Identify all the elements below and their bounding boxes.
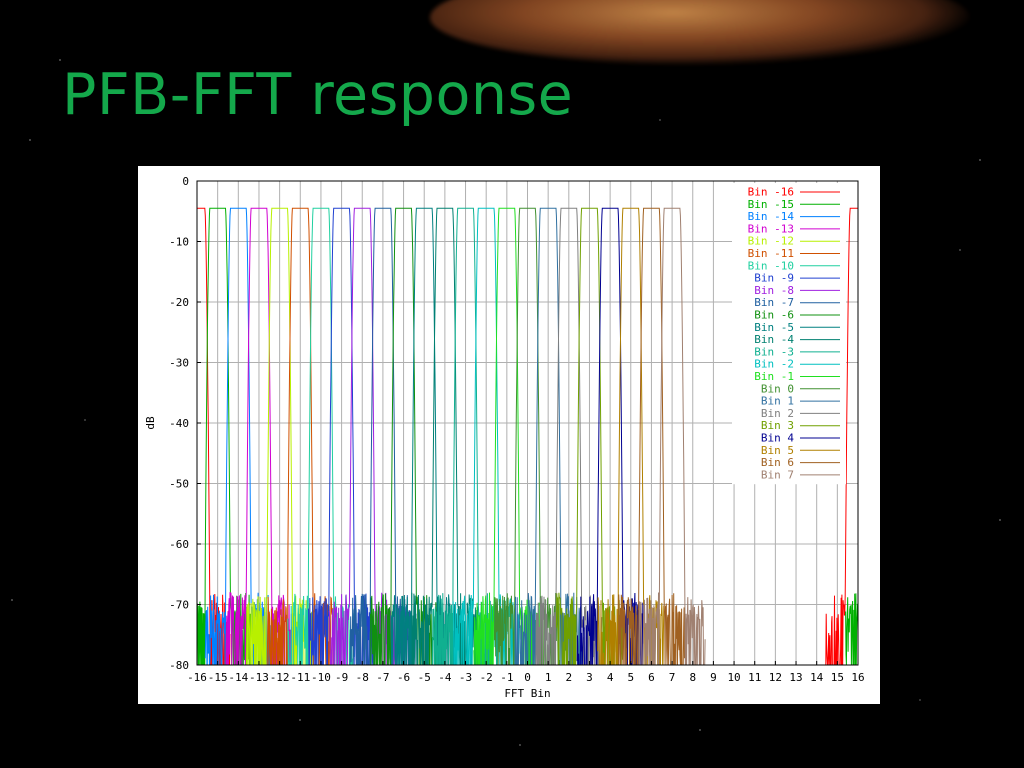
series-line — [845, 593, 858, 665]
legend-label: Bin 3 — [761, 419, 794, 432]
series-line — [638, 207, 706, 665]
y-tick-label: -60 — [169, 538, 189, 551]
y-tick-label: -30 — [169, 357, 189, 370]
y-tick-label: -70 — [169, 599, 189, 612]
series-line — [493, 207, 562, 665]
legend-label: Bin -5 — [754, 321, 794, 334]
legend-label: Bin -10 — [748, 259, 794, 272]
legend-label: Bin 2 — [761, 407, 794, 420]
legend-label: Bin -3 — [754, 345, 794, 358]
legend-label: Bin 1 — [761, 395, 794, 408]
x-axis-label: FFT Bin — [504, 687, 550, 700]
y-tick-label: 0 — [182, 175, 189, 188]
x-tick-label: -13 — [249, 671, 269, 684]
legend-label: Bin -9 — [754, 272, 794, 285]
y-axis-label: dB — [144, 416, 157, 430]
legend-label: Bin -1 — [754, 370, 794, 383]
legend-label: Bin -4 — [754, 333, 794, 346]
x-tick-label: -4 — [438, 671, 452, 684]
legend-label: Bin 4 — [761, 432, 794, 445]
x-tick-label: 5 — [627, 671, 634, 684]
series-line — [473, 207, 541, 665]
x-tick-label: 1 — [545, 671, 552, 684]
x-tick-label: -10 — [311, 671, 331, 684]
x-tick-label: -15 — [208, 671, 228, 684]
series-line — [432, 207, 500, 665]
x-tick-label: -5 — [418, 671, 431, 684]
x-tick-label: 12 — [769, 671, 782, 684]
x-tick-label: -11 — [290, 671, 310, 684]
series-line — [197, 207, 252, 665]
series-line — [617, 207, 685, 665]
y-tick-label: -50 — [169, 478, 189, 491]
legend-label: Bin 6 — [761, 456, 794, 469]
legend-label: Bin -11 — [748, 247, 794, 260]
legend-label: Bin -13 — [748, 222, 794, 235]
x-tick-label: 13 — [789, 671, 802, 684]
series-line — [576, 207, 644, 665]
legend-label: Bin -16 — [748, 186, 794, 199]
series-line — [535, 207, 603, 665]
x-tick-label: -7 — [376, 671, 389, 684]
legend-label: Bin 0 — [761, 382, 794, 395]
slide-title: PFB-FFT response — [62, 62, 574, 128]
pfb-fft-chart: -16 -15 -14 -13 -12 -11 -10 -9 -8 -7 -6 -5 -4 -3 -2 -1 0… — [144, 175, 865, 700]
x-tick-label: 3 — [586, 671, 593, 684]
legend-background — [732, 183, 846, 485]
x-tick-label: 14 — [810, 671, 824, 684]
x-tick-label: -14 — [228, 671, 248, 684]
x-tick-label: 11 — [748, 671, 761, 684]
y-tick-label: -80 — [169, 659, 189, 672]
x-tick-label: -8 — [356, 671, 369, 684]
x-tick-label: 9 — [710, 671, 717, 684]
legend-label: Bin -8 — [754, 284, 794, 297]
series-line — [370, 207, 438, 665]
x-tick-label: 0 — [524, 671, 531, 684]
x-tick-label: 7 — [669, 671, 676, 684]
x-tick-label: -3 — [459, 671, 472, 684]
y-tick-label: -10 — [169, 236, 189, 249]
legend-label: Bin -2 — [754, 358, 794, 371]
legend-label: Bin -7 — [754, 296, 794, 309]
x-tick-label: 15 — [831, 671, 844, 684]
legend-label: Bin 7 — [761, 468, 794, 481]
legend-label: Bin -6 — [754, 309, 794, 322]
x-tick-label: -6 — [397, 671, 410, 684]
x-tick-label: -9 — [335, 671, 348, 684]
x-tick-label: -2 — [480, 671, 493, 684]
y-tick-label: -40 — [169, 417, 189, 430]
x-tick-label: 4 — [607, 671, 614, 684]
x-tick-label: 10 — [727, 671, 740, 684]
legend-label: Bin -15 — [748, 198, 794, 211]
x-tick-label: -12 — [270, 671, 290, 684]
legend-label: Bin -14 — [748, 210, 795, 223]
chart-panel: -16 -15 -14 -13 -12 -11 -10 -9 -8 -7 -6 -5 -4 -3 -2 -1 0… — [138, 166, 880, 704]
x-tick-label: -16 — [187, 671, 207, 684]
y-tick-label: -20 — [169, 296, 189, 309]
legend-label: Bin -12 — [748, 235, 794, 248]
series-line — [225, 207, 293, 665]
series-line — [824, 207, 858, 665]
x-tick-label: 16 — [851, 671, 864, 684]
x-tick-label: 6 — [648, 671, 655, 684]
x-tick-label: 2 — [566, 671, 573, 684]
legend-label: Bin 5 — [761, 444, 794, 457]
x-tick-label: 8 — [689, 671, 696, 684]
series-line — [287, 207, 355, 665]
x-tick-label: -1 — [500, 671, 513, 684]
